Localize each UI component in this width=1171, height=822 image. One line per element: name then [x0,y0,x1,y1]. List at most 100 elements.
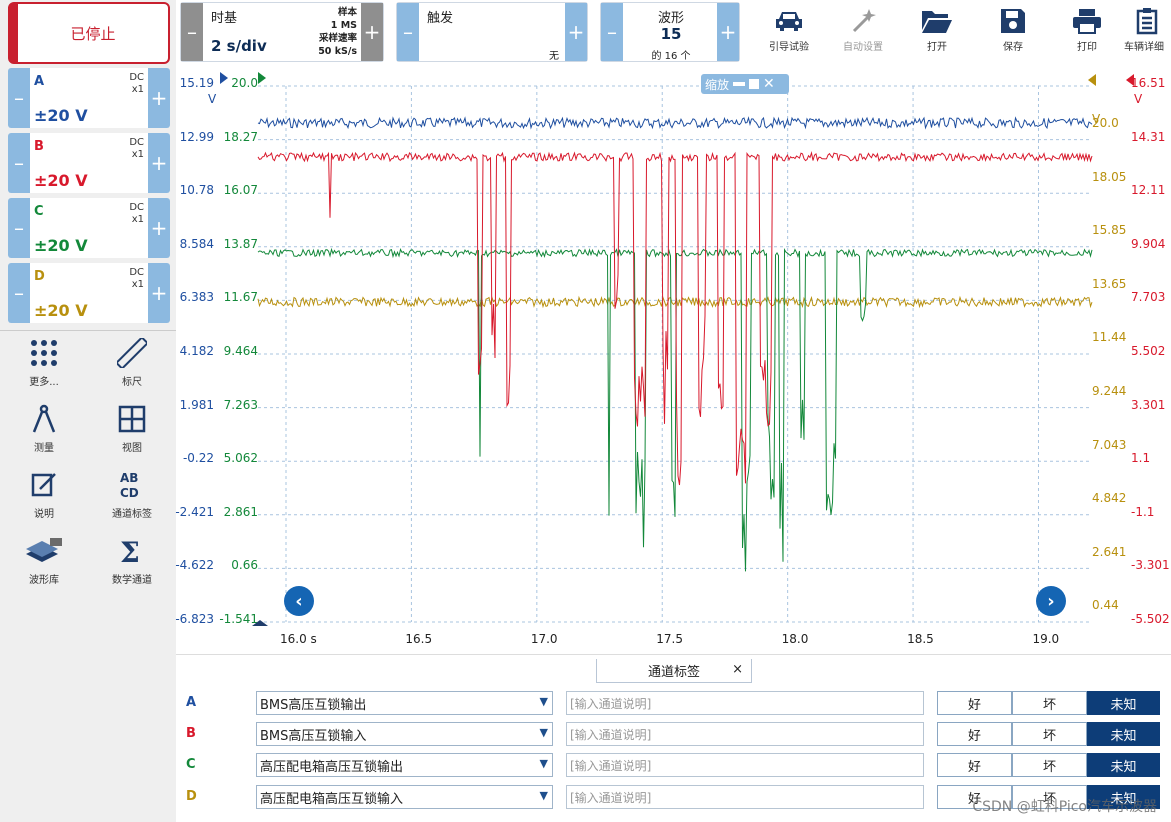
save-button[interactable]: 保存 [982,4,1044,53]
channel-c-name: C [34,204,44,219]
x-axis-tick-label: 18.5 [907,632,934,646]
open-button[interactable]: 打开 [906,4,968,53]
zoom-restore-icon[interactable] [749,79,760,89]
auto-setup-button[interactable]: 自动设置 [832,4,894,53]
channel-labels-tab[interactable]: 通道标签 × [596,659,752,683]
waveform-current[interactable]: 15 [660,25,682,43]
axis-a-tick-label: 4.182 [179,344,214,358]
channel-a-state-good[interactable]: 好 [937,691,1012,715]
chevron-down-icon: ▼ [539,726,548,739]
channel-b-state-bad[interactable]: 坏 [1012,722,1087,746]
trigger-mode[interactable]: 无 [549,51,559,62]
channel-label-row-a: A BMS高压互锁输出 ▼ [输入通道说明] 好 坏 未知 [176,689,1171,717]
clipboard-icon [1136,8,1158,35]
tool-math-channels[interactable]: Σ 数学通道 [112,536,152,586]
channel-d-offset-marker [1088,74,1096,86]
axis-b-tick-label: 14.31 [1131,129,1166,144]
channel-b-range[interactable]: ±20 V [34,171,88,190]
channel-a-description-input[interactable]: [输入通道说明] [566,691,924,715]
axis-b-tick-label: 16.51 [1131,76,1166,90]
channel-c-label-select[interactable]: 高压配电箱高压互锁输出 ▼ [256,753,553,777]
folder-open-icon [922,11,952,33]
channel-a-state-unknown[interactable]: 未知 [1087,691,1160,715]
stop-start-button[interactable]: 已停止 [8,2,170,64]
timebase-increase-button[interactable]: + [361,3,383,61]
row-channel-letter: A [186,695,197,710]
channel-d-range[interactable]: ±20 V [34,301,88,320]
channel-labels-close-icon[interactable]: × [732,662,743,677]
channel-b-range-increase[interactable]: + [148,133,170,193]
trigger-next-button[interactable]: + [565,3,587,61]
axis-d-tick-label: 0.44 [1092,598,1119,613]
channel-d-range-increase[interactable]: + [148,263,170,323]
channel-d-label-select[interactable]: 高压配电箱高压互锁输入 ▼ [256,785,553,809]
print-button[interactable]: 打印 [1056,4,1118,53]
tool-waveform-library[interactable]: 波形库 [4,533,84,586]
trace-channel-b [257,151,1093,486]
channel-a-coupling[interactable]: DC x1 [129,72,144,95]
channel-c-description-input[interactable]: [输入通道说明] [566,753,924,777]
channel-a-state-bad[interactable]: 坏 [1012,691,1087,715]
channel-d-control: – D DC x1 ±20 V + [8,263,170,323]
compass-icon [32,404,56,433]
vehicle-details-button[interactable]: 车辆详细 [1120,4,1171,53]
channel-c-state-bad[interactable]: 坏 [1012,753,1087,777]
trigger-previous-button[interactable]: – [397,3,419,61]
axis-a-tick-label: 8.584 [179,236,214,251]
channel-d-range-decrease[interactable]: – [8,263,30,323]
channel-b-state-good[interactable]: 好 [937,722,1012,746]
channel-c-state-good[interactable]: 好 [937,753,1012,777]
channel-a-name: A [34,74,45,89]
tool-ruler[interactable]: 标尺 [92,335,172,388]
zoom-minimize-icon[interactable] [733,82,746,86]
channel-b-label-select[interactable]: BMS高压互锁输入 ▼ [256,722,553,746]
channel-a-range-decrease[interactable]: – [8,68,30,128]
axis-a-tick-label: -2.421 [175,504,214,519]
axis-c-tick-label: -1.541 [219,612,258,626]
row-channel-letter: C [186,757,196,772]
channel-a-range[interactable]: ±20 V [34,106,88,125]
channel-b-description-input[interactable]: [输入通道说明] [566,722,924,746]
channel-d-coupling[interactable]: DC x1 [129,267,144,290]
channel-d-state-good[interactable]: 好 [937,785,1012,809]
channel-b-control: – B DC x1 ±20 V + [8,133,170,193]
trace-channel-a [257,116,1093,130]
channel-c-range-increase[interactable]: + [148,198,170,258]
scroll-left-button[interactable]: ‹ [284,586,314,616]
tool-notes[interactable]: 说明 [4,467,84,520]
channel-a-range-increase[interactable]: + [148,68,170,128]
watermark: CSDN @虹科Pico汽车示波器 [972,799,1157,815]
channel-d-state-bad[interactable]: 坏 [1012,785,1087,809]
timebase-decrease-button[interactable]: – [181,3,203,61]
tool-more[interactable]: 更多... [4,335,84,388]
channel-d-state-unknown[interactable]: 未知 [1087,785,1160,809]
tool-view[interactable]: 视图 [92,401,172,454]
guided-test-button[interactable]: 引导试验 [758,4,820,53]
channel-label-row-c: C 高压配电箱高压互锁输出 ▼ [输入通道说明] 好 坏 未知 [176,751,1171,779]
tool-channel-labels[interactable]: AB CD 通道标签 [112,471,152,520]
channel-b-state-unknown[interactable]: 未知 [1087,722,1160,746]
timebase-value[interactable]: 2 s/div [211,37,267,55]
channel-b-coupling[interactable]: DC x1 [129,137,144,160]
channel-c-range-decrease[interactable]: – [8,198,30,258]
waveform-previous-button[interactable]: – [601,3,623,61]
tool-measure[interactable]: 测量 [4,401,84,454]
waveform-next-button[interactable]: + [717,3,739,61]
zoom-close-icon[interactable]: ✕ [763,76,775,92]
axis-d-tick-label: 11.44 [1092,330,1127,345]
channel-a-label-select[interactable]: BMS高压互锁输出 ▼ [256,691,553,715]
channel-c-coupling[interactable]: DC x1 [129,202,144,225]
axis-c-tick-label: 18.27 [223,129,258,144]
channel-d-description-input[interactable]: [输入通道说明] [566,785,924,809]
view-grid-icon [118,405,146,433]
channel-c-offset-marker [258,72,266,84]
channel-c-control: – C DC x1 ±20 V + [8,198,170,258]
channel-label-row-d: D 高压配电箱高压互锁输入 ▼ [输入通道说明] 好 坏 未知 [176,783,1171,811]
channel-b-range-decrease[interactable]: – [8,133,30,193]
scroll-right-button[interactable]: › [1036,586,1066,616]
scope-view[interactable]: 15.19 12.99 10.78 8.584 6.383 4.182 1.981 -0.22… [175,66,1171,654]
zoom-overlay[interactable]: 缩放 ✕ [701,74,789,94]
axis-d-tick-label: 7.043 [1092,437,1127,452]
channel-c-state-unknown[interactable]: 未知 [1087,753,1160,777]
channel-c-range[interactable]: ±20 V [34,236,88,255]
